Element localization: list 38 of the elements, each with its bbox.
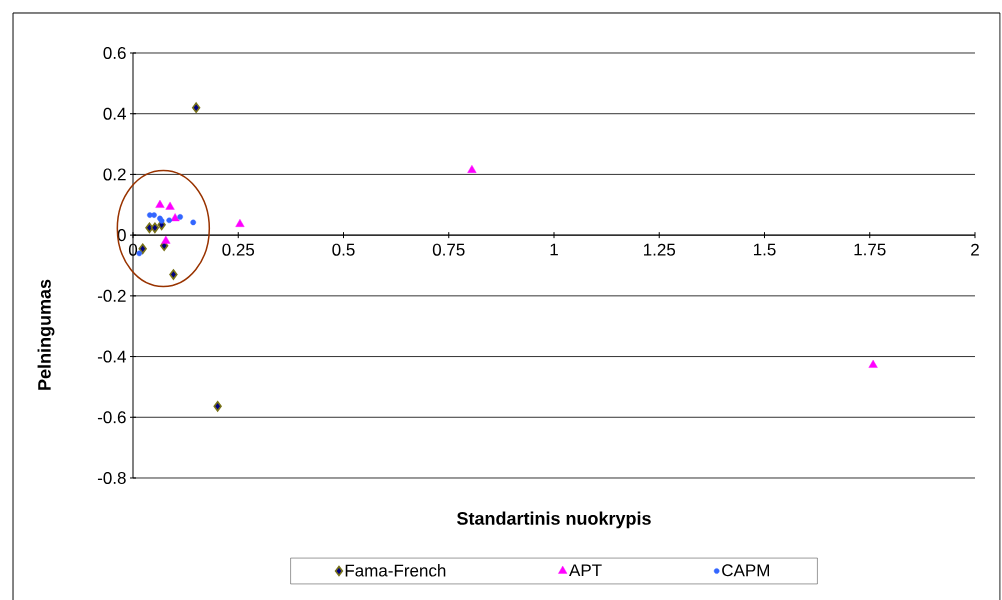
point [868,359,878,368]
y-tick-label: -0.6 [97,411,126,424]
point [151,212,157,218]
x-axis-title: Standartinis nuokrypis [457,511,651,529]
point [177,214,183,220]
legend-label: CAPM [722,564,769,577]
point [191,102,201,113]
y-tick-label: 0.6 [103,46,126,60]
x-tick-label: 1.5 [753,243,776,256]
y-tick-label: -0.4 [97,350,126,363]
x-tick-label: 1.25 [644,243,676,256]
point [155,199,165,208]
y-tick-label: -0.2 [97,289,126,302]
point [190,219,197,226]
x-tick-label: 1 [550,243,558,256]
x-tick-label: 2 [971,243,979,256]
y-tick-label: 0.4 [103,107,126,120]
y-tick-label: 0.2 [103,168,126,181]
point [213,401,222,412]
y-tick-label: -0.8 [97,471,126,485]
point [169,269,178,280]
legend-label: Fama-French [345,564,446,577]
legend-label: APT [569,564,602,577]
point [161,235,171,244]
point [145,222,154,234]
point [166,217,173,224]
x-tick-label: 0.75 [432,243,465,256]
point [165,201,175,210]
x-tick-label: 0.25 [222,243,255,256]
x-tick-label: 0 [128,243,138,256]
point [467,164,477,173]
x-tick-label: 1.75 [854,243,886,256]
y-axis-title: Pelningumas [37,279,55,390]
point [138,243,147,255]
point [150,222,160,234]
point [235,219,245,227]
x-tick-label: 0.5 [332,243,355,256]
y-tick-label: 0 [117,229,126,242]
